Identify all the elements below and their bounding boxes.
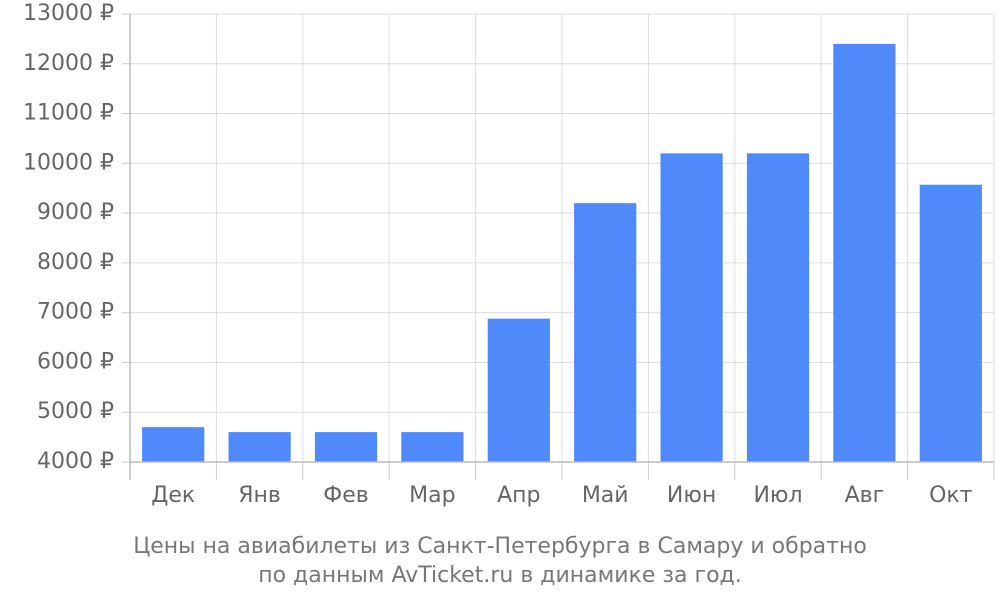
y-tick-labels: 4000 ₽ 5000 ₽ 6000 ₽ 7000 ₽ 8000 ₽ 9000 ₽ 1000… [23, 1, 114, 474]
bar-4 [401, 432, 464, 462]
caption-line-2: по данным AvTicket.ru в динамике за год. [258, 563, 742, 588]
y-tick-label: 10000 ₽ [23, 150, 114, 175]
y-tick-label: 6000 ₽ [37, 349, 114, 374]
caption-line-1: Цены на авиабилеты из Санкт-Петербурга в… [133, 534, 867, 559]
bar-8 [746, 153, 810, 462]
bar-1 [142, 427, 205, 462]
y-tick-label: 5000 ₽ [37, 399, 114, 424]
bar-10 [919, 184, 982, 462]
x-tick-label: Июл [753, 483, 802, 508]
bar-7 [660, 153, 723, 462]
bars [142, 43, 982, 462]
axes [122, 13, 995, 480]
y-tick-label: 9000 ₽ [37, 200, 114, 225]
y-tick-label: 12000 ₽ [23, 51, 114, 76]
y-tick-label: 7000 ₽ [37, 300, 114, 325]
x-tick-label: Фев [323, 483, 368, 508]
x-tick-label: Окт [929, 483, 973, 508]
bar-3 [314, 432, 378, 462]
x-tick-labels: Дек Янв Фев Мар Апр Май Июн Июл Авг Окт [151, 483, 973, 508]
x-tick-label: Июн [667, 483, 716, 508]
grid-lines [130, 13, 995, 463]
chart-caption: Цены на авиабилеты из Санкт-Петербурга в… [0, 532, 1000, 590]
x-tick-label: Мар [409, 483, 455, 508]
y-tick-label: 4000 ₽ [37, 449, 114, 474]
bar-5 [487, 318, 550, 462]
y-tick-label: 13000 ₽ [23, 1, 114, 26]
x-tick-label: Авг [845, 483, 885, 508]
bar-6 [574, 203, 637, 462]
y-tick-label: 8000 ₽ [37, 250, 114, 275]
price-bar-chart: 4000 ₽ 5000 ₽ 6000 ₽ 7000 ₽ 8000 ₽ 9000 ₽ 1000… [23, 1, 995, 508]
x-tick-label: Апр [497, 483, 540, 508]
bar-2 [228, 432, 291, 462]
bar-9 [833, 43, 896, 462]
x-tick-label: Дек [151, 483, 195, 508]
y-tick-label: 11000 ₽ [23, 101, 114, 126]
x-tick-label: Май [582, 483, 629, 508]
x-tick-label: Янв [238, 483, 281, 508]
